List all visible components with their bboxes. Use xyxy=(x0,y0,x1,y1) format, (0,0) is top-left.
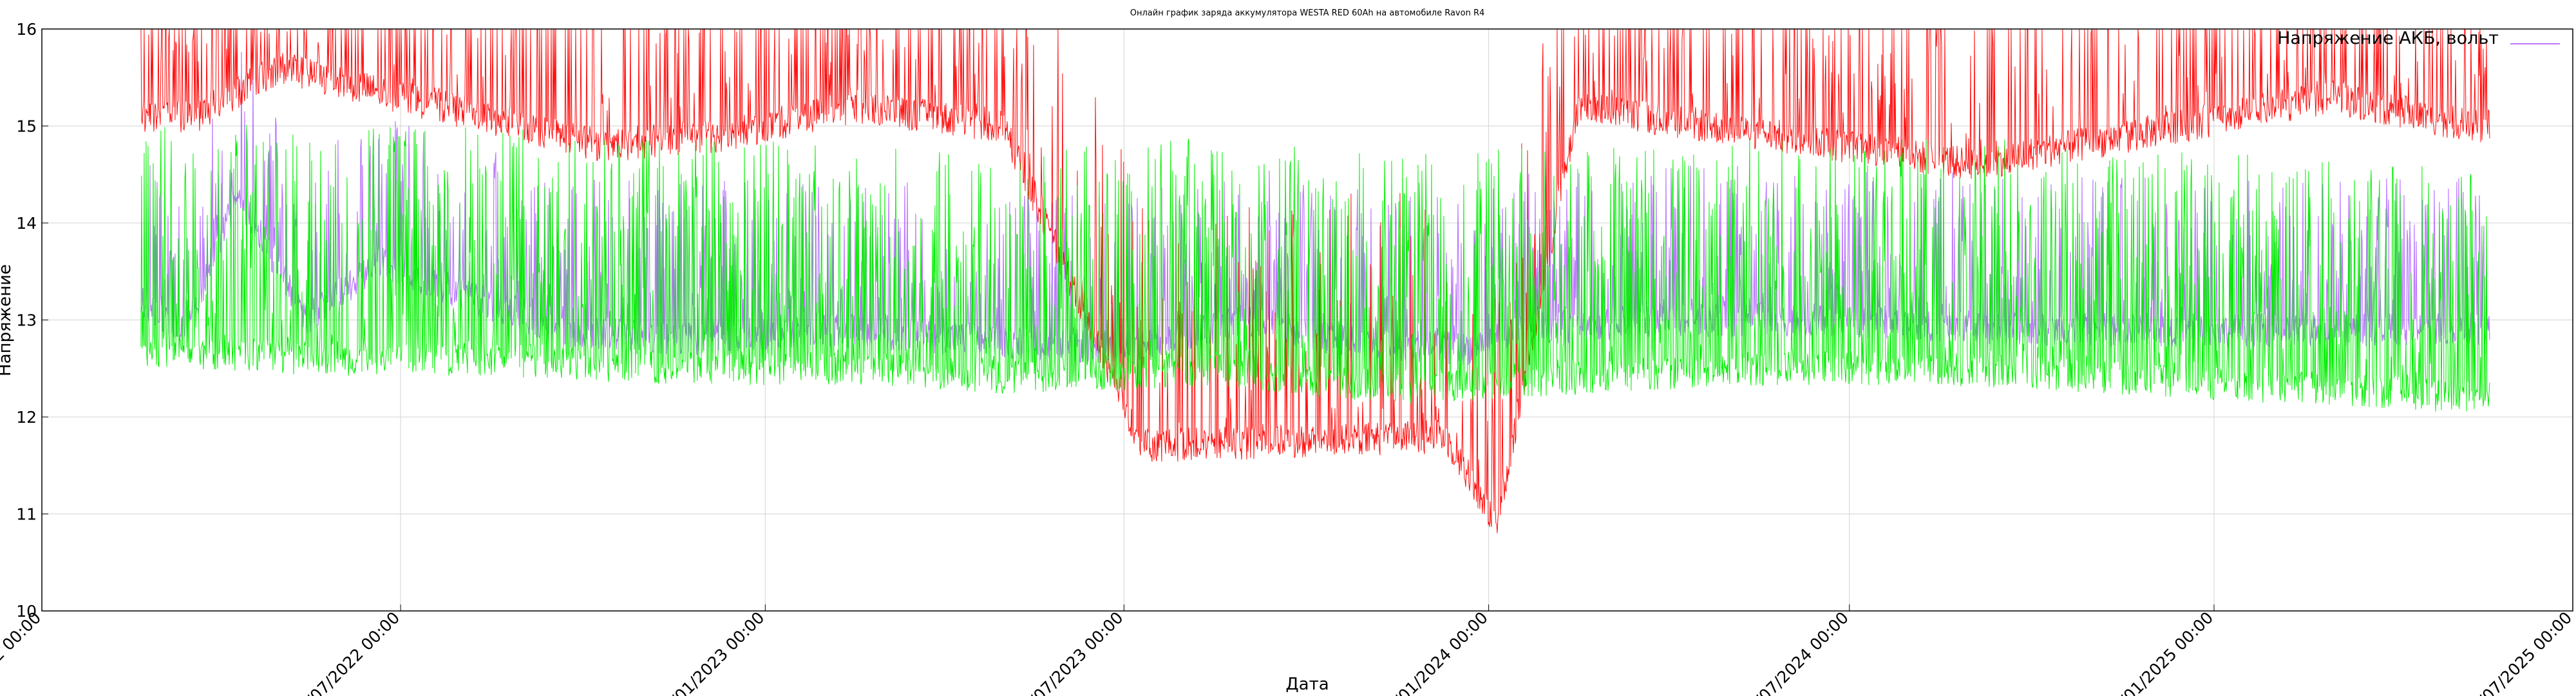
y-tick-label: 14 xyxy=(16,214,37,233)
x-tick-label: 01/07/2025 00:00 xyxy=(2460,608,2575,696)
y-tick-label: 10 xyxy=(16,602,37,621)
y-axis-title: Напряжение xyxy=(0,264,15,376)
x-tick-label: 01/07/2022 00:00 xyxy=(288,608,403,696)
x-tick-label: 01/01/2025 00:00 xyxy=(2101,608,2217,696)
x-tick-label: 01/07/2024 00:00 xyxy=(1737,608,1852,696)
x-tick-label: 01/01/2022 00:00 xyxy=(0,608,44,696)
series-line xyxy=(140,124,2490,412)
chart-title: Онлайн график заряда аккумулятора WESTA … xyxy=(1130,8,1485,18)
y-tick-label: 13 xyxy=(16,311,37,330)
x-tick-label: 01/07/2023 00:00 xyxy=(1012,608,1127,696)
x-axis-title: Дата xyxy=(1285,675,1329,694)
x-tick-label: 01/01/2023 00:00 xyxy=(653,608,768,696)
plot-area xyxy=(140,28,2490,534)
series-line xyxy=(140,28,2490,534)
y-axis: 10 11 12 13 14 15 16 xyxy=(16,20,48,621)
y-tick-label: 16 xyxy=(16,20,37,39)
x-tick-label: 01/01/2024 00:00 xyxy=(1376,608,1492,696)
y-tick-label: 11 xyxy=(16,505,37,524)
y-tick-label: 15 xyxy=(16,117,37,136)
legend-label: Напряжение АКБ, вольт xyxy=(2277,28,2499,48)
y-tick-label: 12 xyxy=(16,408,37,427)
legend: Напряжение АКБ, вольт xyxy=(2277,28,2560,48)
